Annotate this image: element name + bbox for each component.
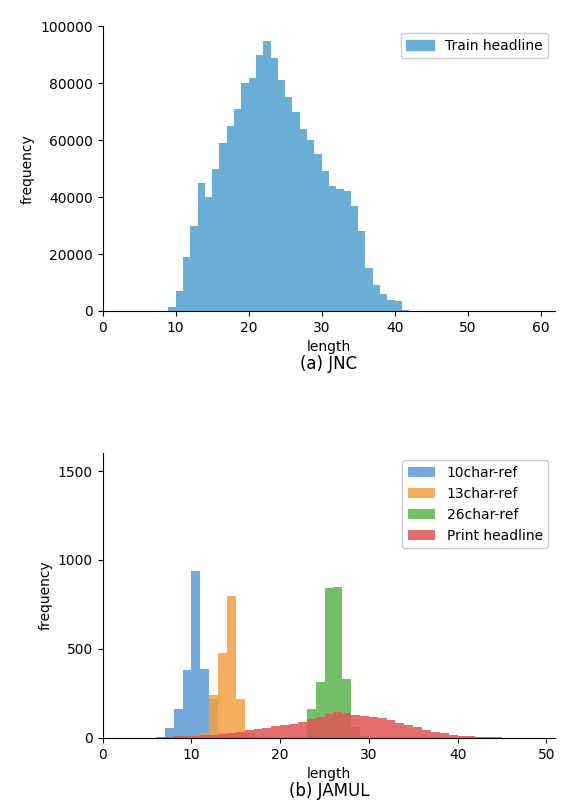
Bar <box>256 55 263 311</box>
Legend: 10char-ref, 13char-ref, 26char-ref, Print headline: 10char-ref, 13char-ref, 26char-ref, Prin… <box>402 460 548 548</box>
Bar <box>365 268 373 311</box>
Bar <box>168 306 176 311</box>
Bar <box>422 730 431 738</box>
Bar <box>329 186 336 311</box>
Bar <box>404 726 413 738</box>
Bar <box>174 708 183 738</box>
Bar <box>369 718 378 738</box>
Bar <box>271 727 280 738</box>
Bar <box>176 291 183 311</box>
Bar <box>334 587 342 738</box>
Bar <box>307 140 314 311</box>
Bar <box>285 98 293 311</box>
Bar <box>293 111 300 311</box>
Bar <box>191 571 200 738</box>
Legend: Train headline: Train headline <box>400 33 548 59</box>
Bar <box>227 596 236 738</box>
Bar <box>334 712 342 738</box>
Bar <box>241 83 249 311</box>
Bar <box>324 714 334 738</box>
Bar <box>183 736 191 738</box>
Y-axis label: frequency: frequency <box>39 561 52 630</box>
Bar <box>314 155 321 311</box>
Bar <box>165 737 174 738</box>
Bar <box>227 733 236 738</box>
Bar <box>234 109 241 311</box>
Bar <box>358 231 365 311</box>
Bar <box>200 735 209 738</box>
Bar <box>431 731 440 738</box>
Bar <box>198 183 205 311</box>
Bar <box>324 589 334 738</box>
Bar <box>360 736 369 738</box>
Bar <box>386 720 396 738</box>
Bar <box>219 143 227 311</box>
Bar <box>395 301 402 311</box>
Bar <box>342 679 351 738</box>
Bar <box>191 736 200 738</box>
Bar <box>321 172 329 311</box>
Bar <box>475 737 484 738</box>
Bar <box>209 735 218 738</box>
Bar <box>209 699 218 738</box>
Bar <box>307 719 316 738</box>
Bar <box>360 715 369 738</box>
Bar <box>387 300 395 311</box>
Bar <box>263 727 271 738</box>
Text: (a) JNC: (a) JNC <box>301 355 358 373</box>
Bar <box>218 734 227 738</box>
Bar <box>245 731 253 738</box>
Bar <box>263 41 271 311</box>
Bar <box>351 205 358 311</box>
X-axis label: length: length <box>307 340 351 354</box>
Bar <box>449 735 457 738</box>
Bar <box>380 294 387 311</box>
Bar <box>457 735 467 738</box>
Bar <box>300 129 307 311</box>
Bar <box>253 729 263 738</box>
Bar <box>227 126 234 311</box>
Bar <box>249 78 256 311</box>
Bar <box>200 734 209 738</box>
Bar <box>183 670 191 738</box>
Bar <box>289 723 298 738</box>
Bar <box>413 727 422 738</box>
Bar <box>396 723 404 738</box>
Bar <box>200 669 209 738</box>
Y-axis label: frequency: frequency <box>21 134 35 204</box>
Bar <box>209 695 218 738</box>
Bar <box>165 728 174 738</box>
Bar <box>378 719 386 738</box>
Bar <box>307 710 316 738</box>
Bar <box>236 699 245 738</box>
Bar <box>218 734 227 738</box>
Text: (b) JAMUL: (b) JAMUL <box>289 782 369 800</box>
Bar <box>343 192 351 311</box>
Bar <box>351 727 360 738</box>
Bar <box>191 735 200 738</box>
Bar <box>212 168 219 311</box>
Bar <box>467 736 475 738</box>
Bar <box>351 715 360 738</box>
Bar <box>236 731 245 738</box>
Bar <box>336 188 343 311</box>
Bar <box>298 722 307 738</box>
Bar <box>316 682 324 738</box>
Bar <box>342 713 351 738</box>
Bar <box>205 197 212 311</box>
X-axis label: length: length <box>307 768 351 781</box>
Bar <box>280 725 289 738</box>
Bar <box>271 58 278 311</box>
Bar <box>278 80 285 311</box>
Bar <box>174 736 183 738</box>
Bar <box>402 310 409 311</box>
Bar <box>316 716 324 738</box>
Bar <box>218 653 227 738</box>
Bar <box>245 732 253 738</box>
Bar <box>183 257 190 311</box>
Bar <box>190 225 198 311</box>
Bar <box>440 734 449 738</box>
Bar <box>373 286 380 311</box>
